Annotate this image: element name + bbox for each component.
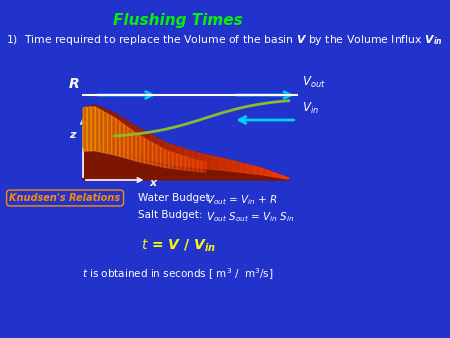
Polygon shape bbox=[131, 123, 138, 156]
Polygon shape bbox=[185, 157, 189, 171]
Polygon shape bbox=[181, 155, 185, 170]
Polygon shape bbox=[83, 105, 288, 180]
Polygon shape bbox=[128, 128, 132, 160]
Polygon shape bbox=[132, 131, 136, 161]
Polygon shape bbox=[97, 106, 104, 148]
Polygon shape bbox=[172, 145, 179, 165]
Polygon shape bbox=[116, 119, 120, 156]
Polygon shape bbox=[275, 173, 282, 178]
Polygon shape bbox=[136, 134, 140, 162]
Polygon shape bbox=[202, 162, 206, 172]
Text: Salt Budget:: Salt Budget: bbox=[139, 210, 203, 220]
Polygon shape bbox=[104, 112, 108, 153]
Polygon shape bbox=[124, 119, 131, 154]
Text: z: z bbox=[69, 130, 75, 140]
Polygon shape bbox=[138, 128, 145, 158]
Polygon shape bbox=[99, 110, 104, 152]
Polygon shape bbox=[268, 171, 275, 177]
Polygon shape bbox=[179, 147, 186, 166]
Polygon shape bbox=[186, 149, 193, 167]
Text: x: x bbox=[149, 178, 156, 188]
Polygon shape bbox=[90, 106, 97, 147]
Polygon shape bbox=[248, 165, 254, 174]
Polygon shape bbox=[104, 108, 110, 149]
Polygon shape bbox=[213, 156, 220, 170]
Polygon shape bbox=[227, 160, 234, 171]
Polygon shape bbox=[158, 139, 165, 163]
Polygon shape bbox=[234, 161, 241, 172]
Text: $\it{t}$ is obtained in seconds [ m$^3$ /  m$^3$/s]: $\it{t}$ is obtained in seconds [ m$^3$ … bbox=[82, 266, 274, 282]
Text: 1)  Time required to replace the Volume of the basin $\bfit{V}$ by the Volume In: 1) Time required to replace the Volume o… bbox=[6, 33, 443, 47]
Polygon shape bbox=[207, 155, 213, 169]
Polygon shape bbox=[220, 158, 227, 171]
Polygon shape bbox=[161, 148, 165, 167]
Text: $\it{t}$ = $\bfit{V}$ / $\bfit{V}_{in}$: $\it{t}$ = $\bfit{V}$ / $\bfit{V}_{in}$ bbox=[140, 238, 215, 255]
Text: $V_{out}$ = $V_{in}$ + R: $V_{out}$ = $V_{in}$ + R bbox=[206, 193, 278, 207]
Polygon shape bbox=[91, 107, 95, 151]
Polygon shape bbox=[189, 158, 194, 171]
Text: Flushing Times: Flushing Times bbox=[113, 13, 243, 28]
Polygon shape bbox=[110, 111, 117, 151]
Polygon shape bbox=[148, 141, 153, 165]
Polygon shape bbox=[193, 151, 199, 168]
Polygon shape bbox=[254, 166, 261, 175]
Polygon shape bbox=[108, 114, 112, 154]
Text: Water Budget:: Water Budget: bbox=[139, 193, 214, 203]
Polygon shape bbox=[177, 154, 181, 170]
Polygon shape bbox=[241, 163, 248, 173]
Polygon shape bbox=[173, 153, 177, 169]
Polygon shape bbox=[87, 107, 91, 151]
Polygon shape bbox=[144, 139, 149, 164]
Polygon shape bbox=[282, 175, 288, 179]
Text: $V_{out}$: $V_{out}$ bbox=[302, 75, 326, 90]
Polygon shape bbox=[124, 125, 128, 159]
Text: $V_{out}$ $S_{out}$ = $V_{in}$ $S_{in}$: $V_{out}$ $S_{out}$ = $V_{in}$ $S_{in}$ bbox=[206, 210, 294, 224]
Polygon shape bbox=[261, 168, 268, 176]
Polygon shape bbox=[194, 159, 198, 172]
Polygon shape bbox=[169, 151, 173, 169]
Polygon shape bbox=[165, 143, 172, 164]
Polygon shape bbox=[165, 150, 169, 168]
Polygon shape bbox=[83, 106, 90, 148]
Polygon shape bbox=[157, 145, 161, 166]
Polygon shape bbox=[198, 161, 202, 172]
Text: Knudsen's Relations: Knudsen's Relations bbox=[9, 193, 121, 203]
Polygon shape bbox=[112, 117, 116, 155]
Polygon shape bbox=[83, 107, 87, 151]
Text: $V_{in}$: $V_{in}$ bbox=[302, 101, 319, 116]
Polygon shape bbox=[117, 115, 124, 152]
Polygon shape bbox=[140, 136, 144, 163]
Polygon shape bbox=[145, 131, 152, 160]
Polygon shape bbox=[153, 143, 157, 166]
Polygon shape bbox=[120, 122, 124, 158]
Polygon shape bbox=[152, 135, 158, 162]
Polygon shape bbox=[95, 107, 99, 151]
Text: R: R bbox=[68, 77, 79, 91]
Polygon shape bbox=[199, 153, 207, 169]
